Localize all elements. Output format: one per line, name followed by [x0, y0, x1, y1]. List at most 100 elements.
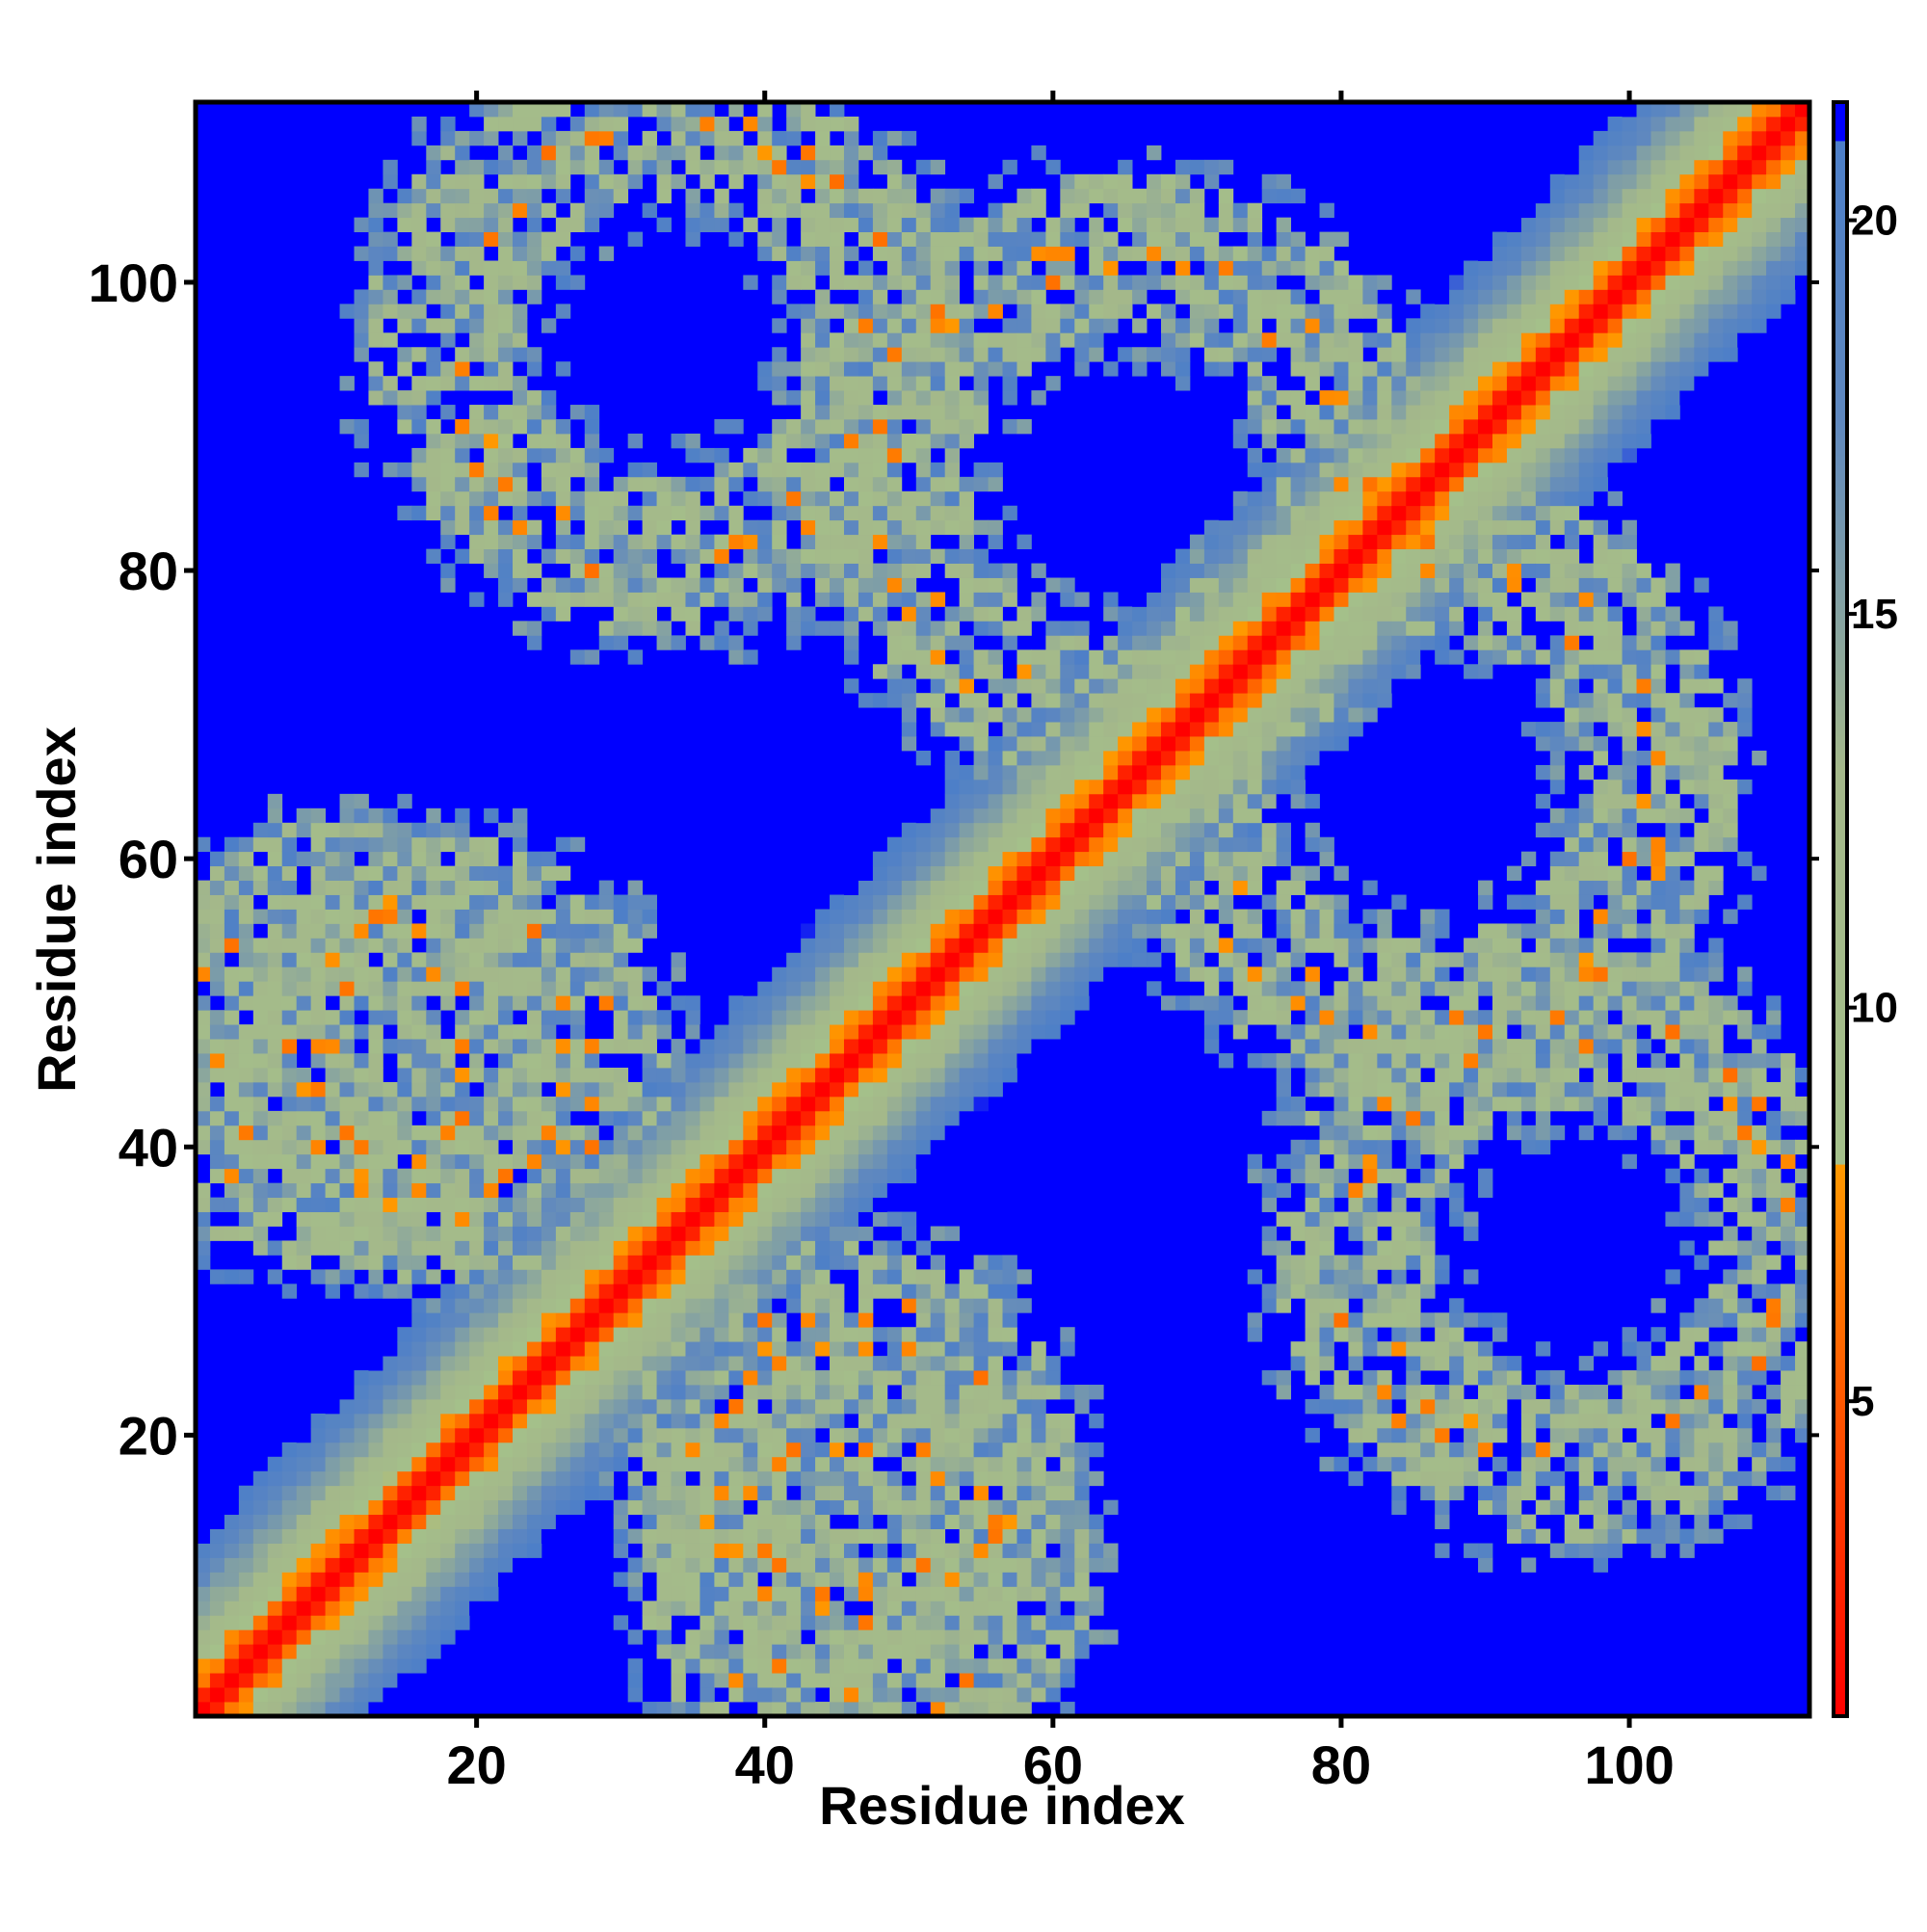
heatmap-cell	[397, 347, 412, 362]
heatmap-cell	[786, 1240, 802, 1256]
heatmap-cell	[915, 563, 932, 578]
heatmap-cell	[310, 1010, 326, 1025]
heatmap-cell	[743, 534, 758, 550]
heatmap-cell	[988, 361, 1003, 377]
heatmap-cell	[209, 1644, 225, 1659]
heatmap-cell	[1045, 807, 1061, 824]
heatmap-cell	[368, 865, 383, 881]
heatmap-cell	[1218, 894, 1234, 910]
heatmap-cell	[1031, 807, 1046, 824]
heatmap-cell	[886, 1010, 903, 1025]
heatmap-cell	[973, 621, 989, 636]
heatmap-cell	[440, 505, 456, 521]
heatmap-cell	[613, 1427, 629, 1443]
heatmap-cell	[339, 1601, 355, 1616]
heatmap-cell	[930, 159, 946, 175]
heatmap-cell	[584, 1269, 600, 1284]
heatmap-cell	[613, 188, 629, 204]
heatmap-cell	[915, 995, 932, 1011]
heatmap-cell	[757, 981, 773, 996]
heatmap-cell	[526, 159, 542, 175]
heatmap-cell	[700, 1096, 715, 1112]
heatmap-cell	[555, 1341, 571, 1357]
heatmap-cell	[944, 1601, 961, 1616]
heatmap-cell	[1175, 577, 1191, 593]
heatmap-cell	[1261, 621, 1278, 636]
heatmap-cell	[354, 952, 369, 967]
heatmap-cell	[944, 1427, 961, 1443]
heatmap-cell	[757, 1284, 773, 1299]
heatmap-cell	[1045, 736, 1061, 752]
heatmap-cell	[513, 880, 528, 895]
heatmap-cell	[700, 1557, 715, 1573]
heatmap-cell	[728, 1470, 744, 1487]
heatmap-cell	[1103, 678, 1119, 694]
heatmap-cell	[671, 505, 686, 521]
heatmap-cell	[1016, 231, 1032, 247]
heatmap-cell	[1016, 332, 1032, 348]
heatmap-cell	[656, 490, 672, 507]
heatmap-cell	[772, 1010, 787, 1025]
heatmap-cell	[901, 130, 917, 146]
heatmap-cell	[426, 246, 441, 261]
heatmap-cell	[339, 909, 355, 924]
heatmap-cell	[830, 981, 845, 996]
heatmap-cell	[469, 1312, 485, 1328]
heatmap-cell	[526, 1528, 542, 1544]
heatmap-cell	[685, 534, 700, 550]
heatmap-cell	[455, 836, 470, 853]
heatmap-cell	[1016, 822, 1032, 838]
heatmap-cell	[959, 1312, 974, 1328]
heatmap-cell	[196, 1197, 211, 1212]
heatmap-cell	[455, 548, 470, 564]
heatmap-cell	[843, 1053, 859, 1069]
heatmap-cell	[411, 1125, 427, 1141]
heatmap-cell	[830, 376, 845, 391]
heatmap-cell	[886, 1673, 903, 1688]
heatmap-cell	[383, 1658, 398, 1674]
heatmap-cell	[252, 981, 269, 996]
heatmap-cell	[584, 419, 600, 435]
heatmap-cell	[513, 1211, 528, 1227]
heatmap-cell	[569, 1068, 586, 1083]
heatmap-cell	[526, 1153, 542, 1170]
heatmap-cell	[930, 1096, 946, 1112]
heatmap-cell	[397, 1197, 412, 1212]
heatmap-cell	[455, 1024, 470, 1040]
heatmap-cell	[959, 1427, 974, 1443]
heatmap-cell	[598, 1442, 615, 1458]
heatmap-cell	[1045, 1557, 1061, 1573]
heatmap-cell	[513, 1068, 528, 1083]
heatmap-cell	[901, 376, 917, 391]
heatmap-cell	[1031, 1356, 1046, 1371]
heatmap-cell	[843, 1182, 859, 1199]
heatmap-cell	[238, 1024, 254, 1040]
heatmap-cell	[1247, 722, 1263, 737]
heatmap-cell	[642, 1528, 657, 1544]
heatmap-cell	[886, 462, 903, 478]
heatmap-cell	[1089, 909, 1104, 924]
heatmap-cell	[310, 1615, 326, 1630]
heatmap-cell	[930, 332, 946, 348]
heatmap-cell	[714, 202, 729, 219]
heatmap-cell	[685, 1601, 700, 1616]
heatmap-cell	[1189, 318, 1205, 333]
heatmap-cell	[1031, 1470, 1046, 1487]
heatmap-cell	[973, 1673, 989, 1688]
heatmap-cell	[830, 275, 845, 290]
heatmap-cell	[354, 1255, 369, 1270]
heatmap-cell	[656, 1182, 672, 1199]
heatmap-cell	[872, 1499, 888, 1516]
heatmap-cell	[728, 1442, 744, 1458]
heatmap-cell	[772, 1226, 787, 1241]
heatmap-cell	[714, 1543, 729, 1558]
heatmap-cell	[830, 548, 845, 564]
heatmap-cell	[801, 1370, 816, 1386]
heatmap-cell	[383, 1341, 398, 1357]
heatmap-cell	[1016, 1673, 1032, 1688]
heatmap-cell	[944, 1081, 961, 1098]
heatmap-cell	[541, 1312, 557, 1328]
heatmap-cell	[209, 1068, 225, 1083]
heatmap-cell	[627, 433, 644, 449]
heatmap-cell	[988, 1255, 1003, 1270]
